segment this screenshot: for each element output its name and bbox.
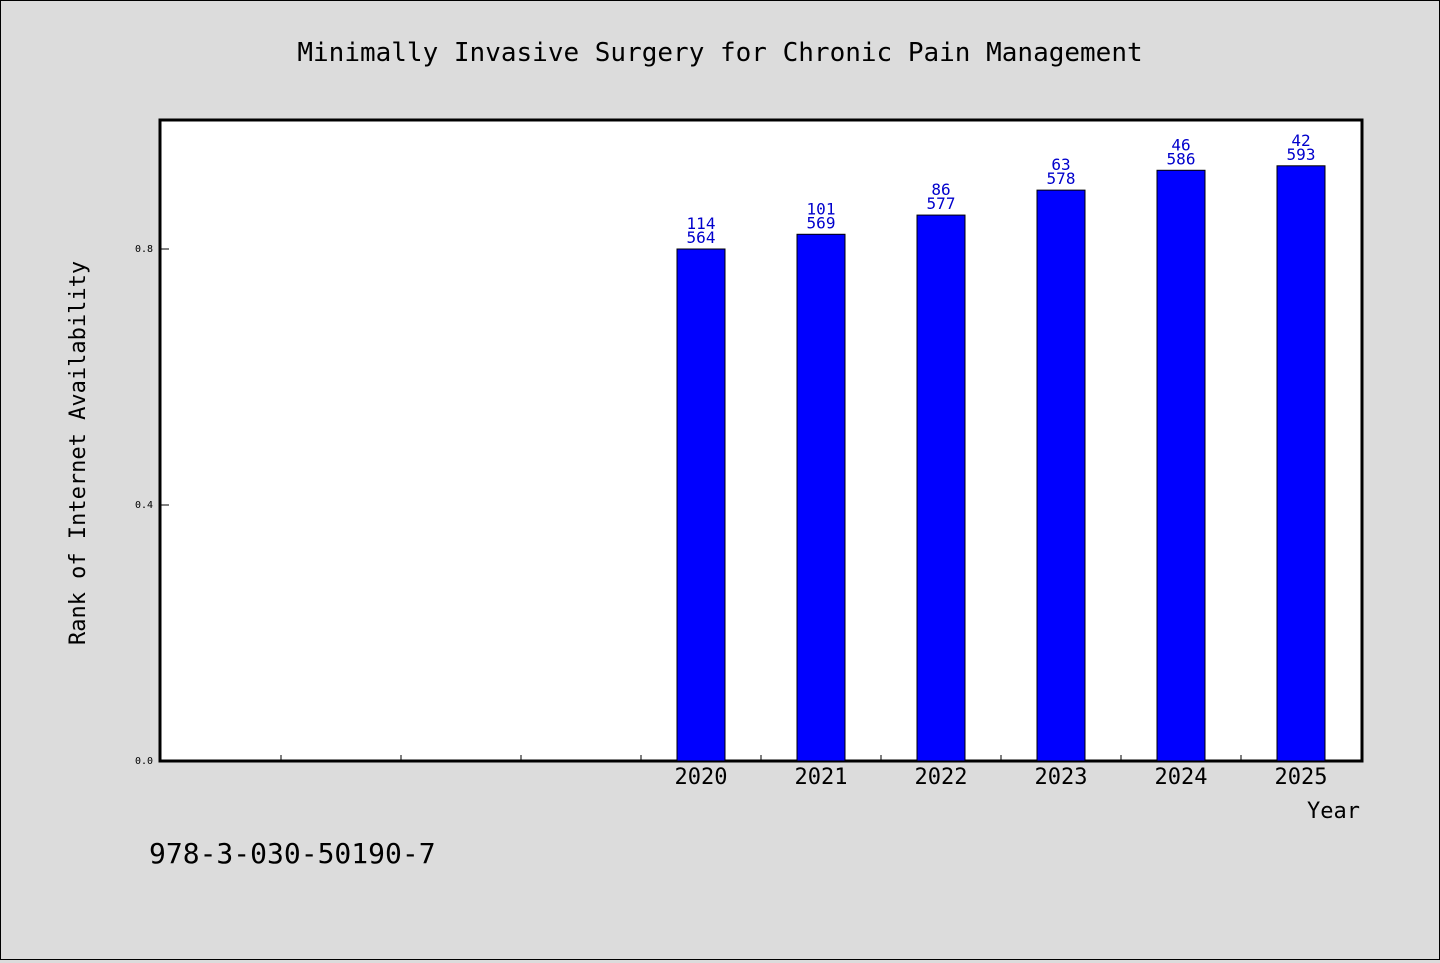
footer-code: 978-3-030-50190-7 (149, 837, 436, 870)
bar-label-bottom-2025: 593 (1287, 145, 1316, 164)
y-tick-label: 0.0 (135, 756, 153, 767)
bar-2024 (1156, 169, 1206, 762)
x-tick-label-2023: 2023 (1035, 765, 1088, 790)
x-tick-label-2025: 2025 (1275, 765, 1328, 790)
y-axis-ticks: 0.0 0.4 0.8 (135, 244, 169, 767)
bar-label-top-2025: 42 (1291, 131, 1310, 150)
chart-title: Minimally Invasive Surgery for Chronic P… (297, 38, 1142, 68)
bar-2021 (796, 233, 846, 762)
bar-label-top-2024: 46 (1171, 135, 1190, 154)
bar-label-bottom-2023: 578 (1047, 169, 1076, 188)
y-tick-label: 0.8 (135, 244, 153, 255)
bar-label-top-2022: 86 (931, 180, 950, 199)
bar-label-bottom-2022: 577 (927, 194, 956, 213)
bar-2025 (1276, 165, 1326, 762)
bar-label-top-2021: 101 (807, 199, 836, 218)
bar-label-bottom-2020: 564 (687, 228, 716, 247)
y-tick-label: 0.4 (135, 500, 153, 511)
x-axis-ticks: 2020 2021 2022 2023 2024 2025 (280, 755, 1328, 790)
bar-2022 (916, 214, 966, 762)
bar-label-bottom-2024: 586 (1167, 149, 1196, 168)
bar-label-top-2020: 114 (687, 214, 716, 233)
x-tick-label-2024: 2024 (1155, 765, 1208, 790)
x-tick-label-2021: 2021 (795, 765, 848, 790)
x-tick-label-2020: 2020 (675, 765, 728, 790)
bar-label-bottom-2021: 569 (807, 213, 836, 232)
y-axis-label: Rank of Internet Availability (66, 261, 91, 645)
bar-2020 (676, 248, 726, 762)
bar-2023 (1036, 189, 1086, 762)
bar-label-top-2023: 63 (1051, 155, 1070, 174)
x-tick-label-2022: 2022 (915, 765, 968, 790)
x-axis-label: Year (1307, 799, 1360, 824)
